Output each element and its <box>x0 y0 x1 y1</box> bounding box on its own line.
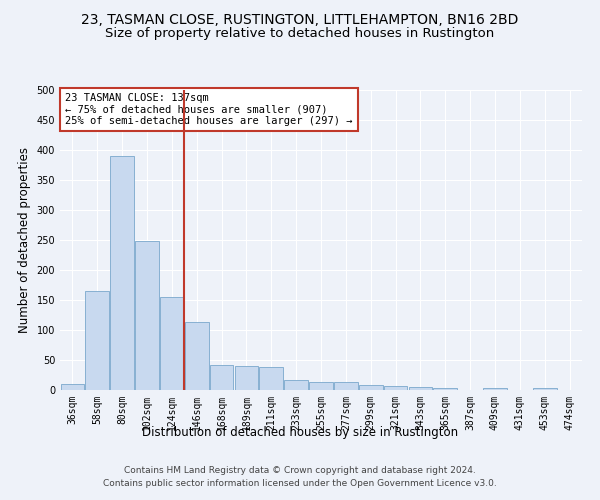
Bar <box>210 365 233 390</box>
Bar <box>433 388 457 390</box>
Bar <box>110 156 134 390</box>
Text: 23 TASMAN CLOSE: 137sqm
← 75% of detached houses are smaller (907)
25% of semi-d: 23 TASMAN CLOSE: 137sqm ← 75% of detache… <box>65 93 353 126</box>
Bar <box>135 241 159 390</box>
Bar <box>185 322 209 390</box>
Bar <box>85 291 109 390</box>
Text: Size of property relative to detached houses in Rustington: Size of property relative to detached ho… <box>106 28 494 40</box>
Bar <box>334 382 358 390</box>
Bar <box>359 385 383 390</box>
Text: Contains HM Land Registry data © Crown copyright and database right 2024.
Contai: Contains HM Land Registry data © Crown c… <box>103 466 497 487</box>
Bar <box>61 384 84 390</box>
Text: 23, TASMAN CLOSE, RUSTINGTON, LITTLEHAMPTON, BN16 2BD: 23, TASMAN CLOSE, RUSTINGTON, LITTLEHAMP… <box>82 12 518 26</box>
Bar <box>309 382 333 390</box>
Bar <box>284 380 308 390</box>
Bar <box>483 388 507 390</box>
Bar <box>259 367 283 390</box>
Bar <box>409 387 432 390</box>
Bar <box>533 388 557 390</box>
Bar <box>160 297 184 390</box>
Y-axis label: Number of detached properties: Number of detached properties <box>18 147 31 333</box>
Text: Distribution of detached houses by size in Rustington: Distribution of detached houses by size … <box>142 426 458 439</box>
Bar <box>384 386 407 390</box>
Bar <box>235 366 258 390</box>
